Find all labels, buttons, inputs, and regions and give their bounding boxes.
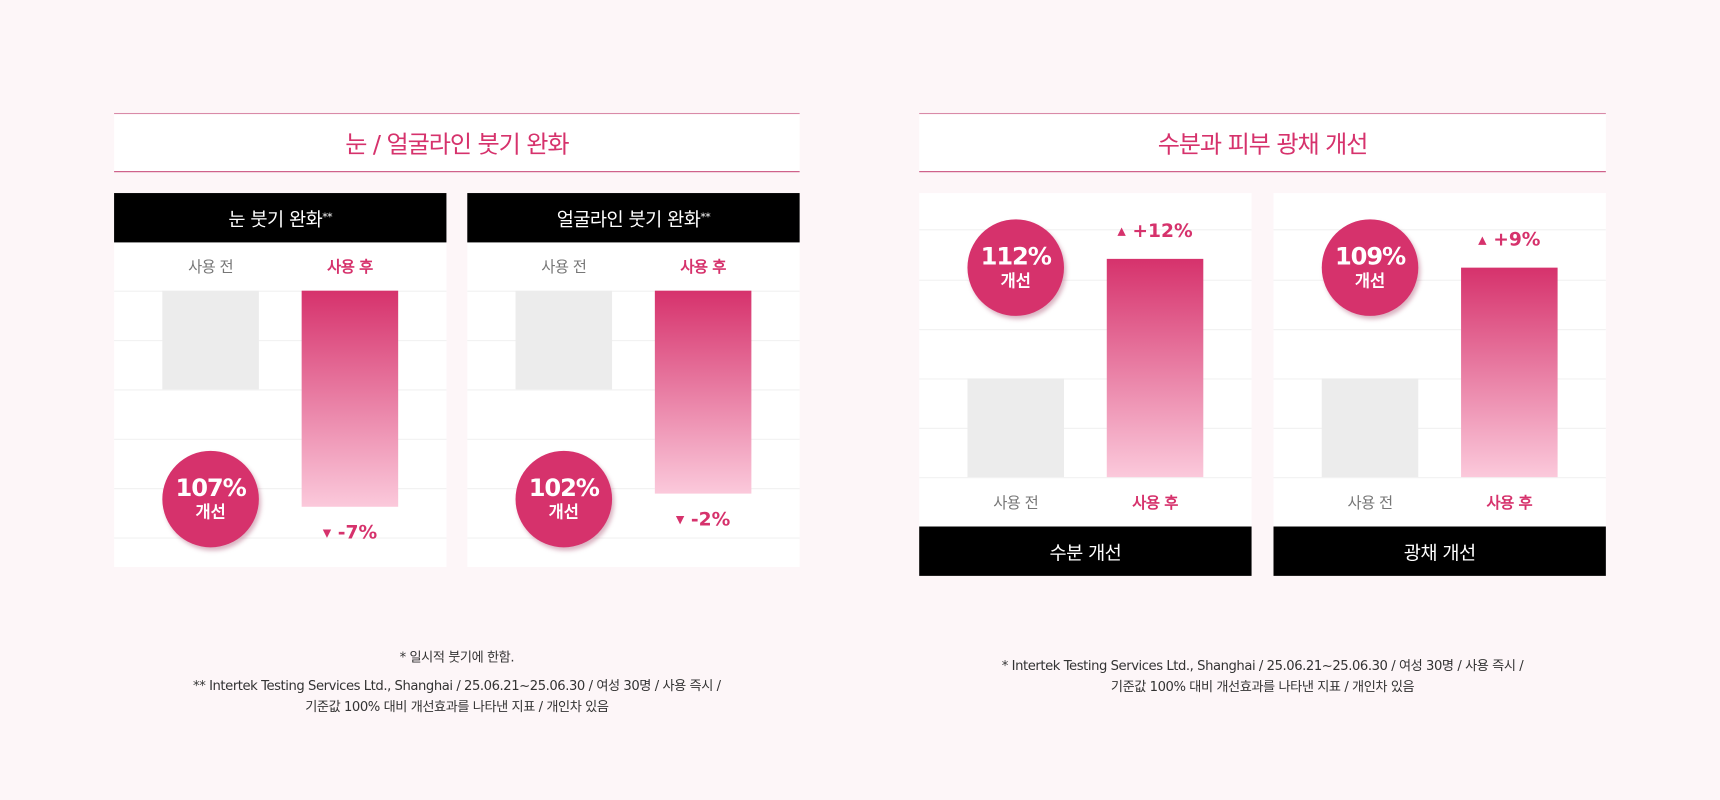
chart-moisture: 수분 개선 ▲ +12% 사용 전 사용 후 112% 개선 xyxy=(919,193,1252,576)
gridline xyxy=(919,427,1252,429)
footnote-line: 기준값 100% 대비 개선효과를 나타낸 지표 / 개인차 있음 xyxy=(1110,678,1415,695)
footnote-left: * 일시적 붓기에 한함. ** Intertek Testing Servic… xyxy=(114,647,800,717)
category-label-before: 사용 전 xyxy=(541,258,587,277)
chart-title-text: 광채 개선 xyxy=(1403,542,1476,565)
gridline xyxy=(1273,279,1606,281)
footnote-line: * Intertek Testing Services Ltd., Shangh… xyxy=(1001,658,1524,674)
chart-title-text: 얼굴라인 붓기 완화 xyxy=(556,209,701,232)
gridline xyxy=(467,340,800,342)
footnote-line: * 일시적 붓기에 한함. xyxy=(399,649,515,665)
delta-value: +12% xyxy=(1132,220,1193,243)
bar-before xyxy=(515,290,613,390)
chart-title: 광채 개선 xyxy=(1273,526,1606,576)
bar-before xyxy=(162,290,259,390)
gridline xyxy=(114,340,447,342)
chart-faceline-swelling: 얼굴라인 붓기 완화 ** 사용 전 사용 후 ▼ -2% 102% 개선 xyxy=(467,193,800,568)
down-triangle-icon: ▼ xyxy=(322,527,332,540)
gridline xyxy=(919,229,1252,231)
badge-label: 개선 xyxy=(1354,270,1386,291)
category-label-before: 사용 전 xyxy=(1347,494,1393,513)
gridline xyxy=(114,488,447,490)
footnote-line: ** Intertek Testing Services Ltd., Shang… xyxy=(193,677,721,694)
gridline xyxy=(1273,329,1606,331)
up-triangle-icon: ▲ xyxy=(1117,225,1126,238)
category-label-before: 사용 전 xyxy=(188,258,234,277)
chart-radiance: 광채 개선 ▲ +9% 사용 전 사용 후 109% 개선 xyxy=(1273,193,1606,576)
gridline xyxy=(919,378,1252,380)
bar-after xyxy=(1461,267,1558,478)
gridline xyxy=(1273,477,1606,479)
gridline xyxy=(114,537,447,539)
chart-title: 눈 붓기 완화 ** xyxy=(114,193,447,243)
down-triangle-icon: ▼ xyxy=(675,514,685,527)
footnote-mark: ** xyxy=(700,211,711,224)
delta-label: ▼ -7% xyxy=(284,522,416,544)
gridline xyxy=(467,488,800,490)
chart-eye-swelling: 눈 붓기 완화 ** 사용 전 사용 후 ▼ -7% 107% 개선 xyxy=(114,193,447,568)
bar-before xyxy=(967,378,1064,478)
section-title-swelling: 눈 / 얼굴라인 붓기 완화 xyxy=(114,112,800,173)
category-label-after: 사용 후 xyxy=(680,258,726,277)
category-label-after: 사용 후 xyxy=(1132,494,1178,513)
bar-after xyxy=(301,290,399,507)
gridline xyxy=(467,389,800,391)
badge-percent: 109% xyxy=(1334,243,1406,271)
delta-value: -7% xyxy=(337,521,378,544)
badge-percent: 112% xyxy=(980,243,1052,271)
delta-label: ▲ +12% xyxy=(1089,220,1221,242)
footnote-mark: ** xyxy=(322,211,333,224)
gridline xyxy=(919,329,1252,331)
gridline xyxy=(114,438,447,440)
gridline xyxy=(467,438,800,440)
improvement-badge: 109% 개선 xyxy=(1321,219,1419,316)
chart-title-text: 수분 개선 xyxy=(1049,542,1122,565)
section-title-moisture: 수분과 피부 광채 개선 xyxy=(919,112,1606,173)
category-label-before: 사용 전 xyxy=(993,494,1039,513)
badge-percent: 102% xyxy=(528,474,600,503)
badge-label: 개선 xyxy=(548,502,579,523)
gridline xyxy=(1273,427,1606,429)
badge-percent: 107% xyxy=(175,474,247,503)
up-triangle-icon: ▲ xyxy=(1478,234,1487,247)
footnote-right: * Intertek Testing Services Ltd., Shangh… xyxy=(919,656,1606,698)
delta-value: +9% xyxy=(1493,228,1541,251)
badge-label: 개선 xyxy=(195,502,226,523)
gridline xyxy=(467,290,800,292)
gridline xyxy=(1273,378,1606,380)
chart-title-text: 눈 붓기 완화 xyxy=(228,209,323,232)
category-label-after: 사용 후 xyxy=(1486,494,1533,513)
footnote-line: 기준값 100% 대비 개선효과를 나타낸 지표 / 개인차 있음 xyxy=(305,698,609,715)
delta-label: ▲ +9% xyxy=(1444,229,1576,251)
gridline xyxy=(467,537,800,539)
category-label-after: 사용 후 xyxy=(327,258,373,277)
gridline xyxy=(114,290,447,292)
chart-title: 얼굴라인 붓기 완화 ** xyxy=(467,193,800,243)
delta-label: ▼ -2% xyxy=(637,509,769,531)
chart-title: 수분 개선 xyxy=(919,526,1252,576)
improvement-badge: 102% 개선 xyxy=(515,450,613,548)
gridline xyxy=(1273,229,1606,231)
gridline xyxy=(114,389,447,391)
improvement-badge: 107% 개선 xyxy=(162,450,259,548)
bar-before xyxy=(1321,378,1419,478)
improvement-badge: 112% 개선 xyxy=(967,219,1064,316)
badge-label: 개선 xyxy=(1000,270,1031,291)
bar-after xyxy=(1106,258,1204,478)
bar-after xyxy=(654,290,752,494)
delta-value: -2% xyxy=(690,508,731,531)
gridline xyxy=(919,477,1252,479)
gridline xyxy=(919,279,1252,281)
